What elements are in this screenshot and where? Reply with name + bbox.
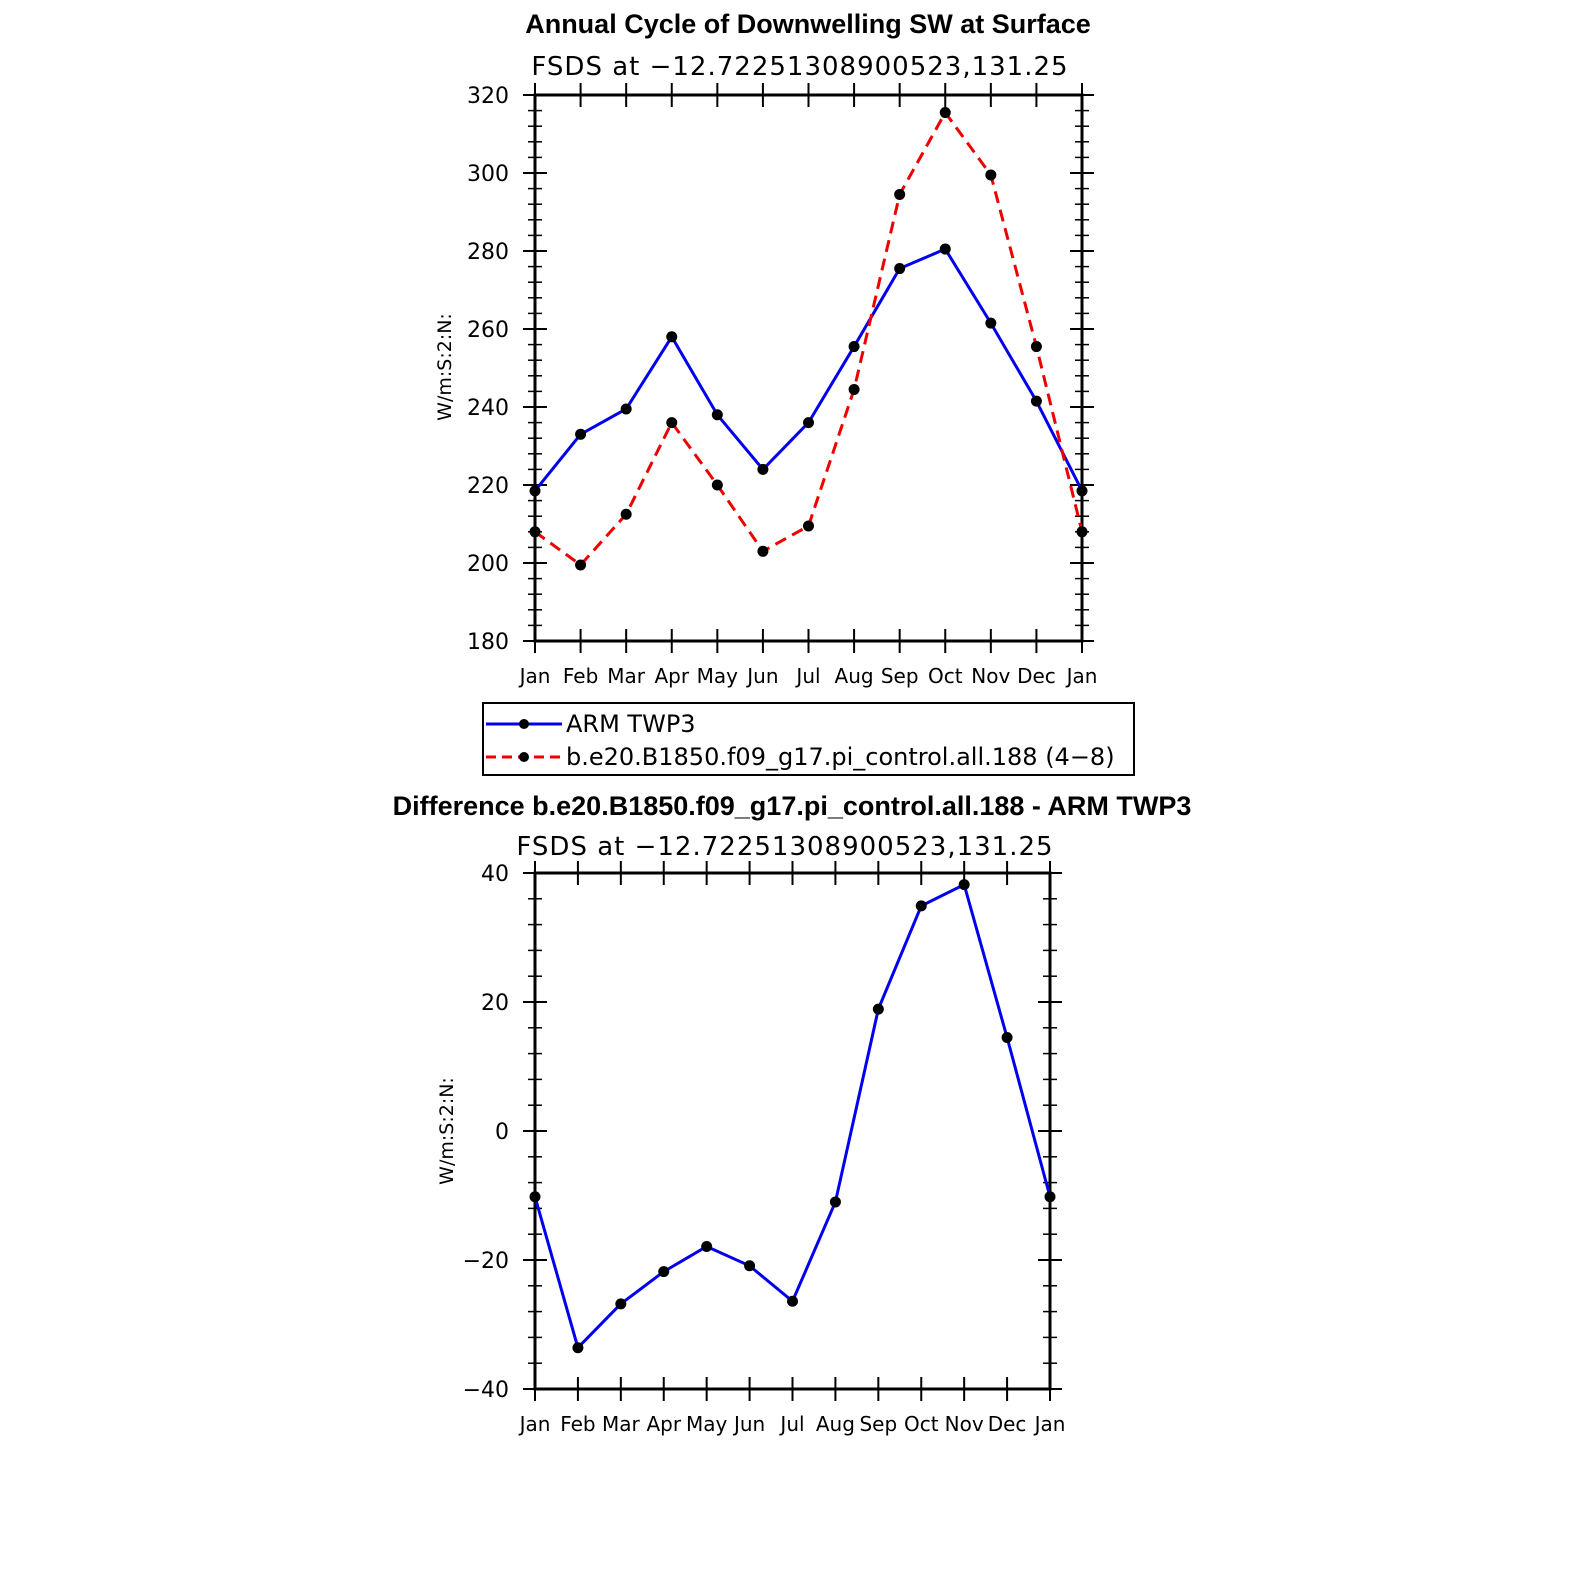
chart2-ytick-label: −40 xyxy=(463,1378,509,1403)
chart1-series-0-point xyxy=(757,463,769,475)
chart1-series-0-point xyxy=(939,243,951,255)
chart2-series-0-point xyxy=(787,1295,798,1307)
chart1-series-1-point xyxy=(711,479,723,491)
chart2-xtick-label: Oct xyxy=(904,1412,939,1436)
chart1-series-0-point xyxy=(711,409,723,421)
chart1-ytick-label: 240 xyxy=(467,396,509,421)
chart1-ytick-label: 220 xyxy=(467,474,509,499)
chart1-series-1-point xyxy=(803,520,814,532)
chart2-series-0-point xyxy=(1044,1191,1056,1203)
chart1-series-0-point xyxy=(985,317,997,329)
chart1-xtick-label: Mar xyxy=(607,664,646,688)
chart2-ytick-label: −20 xyxy=(463,1249,509,1274)
chart2-xtick-label: Apr xyxy=(646,1412,681,1436)
chart2-xtick-label: Jul xyxy=(778,1412,804,1436)
legend-marker-model xyxy=(519,752,529,762)
chart1-xtick-label: Nov xyxy=(971,664,1010,688)
legend: ARM TWP3 b.e20.B1850.f09_g17.pi_control.… xyxy=(482,702,1135,776)
chart1-series-1-point xyxy=(1076,526,1088,538)
chart1-xtick-label: Feb xyxy=(563,664,598,688)
chart2-ylabel: W/m:S:2:N: xyxy=(436,1077,458,1185)
chart2-series-0-line xyxy=(533,883,1052,1350)
chart1-series-1-point xyxy=(848,383,860,395)
chart2-xtick-label: Aug xyxy=(816,1412,855,1436)
chart1-series-1-point xyxy=(894,188,906,200)
chart2-xtick-label: Sep xyxy=(859,1412,897,1436)
chart1-series-1-point xyxy=(575,559,587,571)
chart1-series-0-point xyxy=(1076,485,1088,497)
chart1-frame xyxy=(533,93,1084,643)
chart2-subtitle: FSDS at −12.72251308900523,131.25 xyxy=(516,832,1053,862)
chart1-series-0-point xyxy=(848,341,860,353)
chart1-series-1-point xyxy=(985,169,997,181)
chart2-xtick-label: Nov xyxy=(945,1412,984,1436)
chart1-ytick-label: 300 xyxy=(467,162,509,187)
chart2-series-0-point xyxy=(658,1266,670,1278)
chart1-series-1-point xyxy=(529,526,541,538)
chart1-ytick-label: 260 xyxy=(467,318,509,343)
chart2-series-0-point xyxy=(529,1191,541,1203)
chart2-series-0-point xyxy=(872,1003,884,1015)
chart2-xtick-label: Mar xyxy=(602,1412,641,1436)
chart1-series-0-point xyxy=(666,331,678,343)
chart1-series-0-point xyxy=(575,428,587,440)
chart1-series-1-point xyxy=(666,417,678,429)
chart2-ytick-label: 20 xyxy=(481,991,509,1016)
chart2-series-0-point xyxy=(701,1240,713,1252)
chart1-series-0-point xyxy=(529,485,541,497)
chart1-ylabel: W/m:S:2:N: xyxy=(434,313,456,421)
chart2-series-0-point xyxy=(615,1298,627,1310)
chart2-xtick-label: Jun xyxy=(732,1412,765,1436)
legend-marker-arm xyxy=(519,719,529,729)
chart1-xtick-label: Aug xyxy=(835,664,874,688)
chart1-xtick-label: Jan xyxy=(1065,664,1098,688)
chart2-xtick-label: Feb xyxy=(560,1412,595,1436)
chart1-series-1-point xyxy=(939,107,951,119)
chart1-series-0-point xyxy=(620,403,632,415)
chart1-series-1-point xyxy=(1030,341,1042,353)
chart1-series-0-point xyxy=(1030,395,1042,407)
chart1-ytick-label: 180 xyxy=(467,630,509,655)
chart1-xtick-label: Oct xyxy=(928,664,963,688)
chart1-ytick-label: 280 xyxy=(467,240,509,265)
legend-box xyxy=(482,702,1135,776)
chart1-series-0-point xyxy=(803,417,814,429)
chart1-series-1-point xyxy=(757,545,769,557)
chart1-series-0-line xyxy=(533,247,1084,492)
chart2-title: Difference b.e20.B1850.f09_g17.pi_contro… xyxy=(393,791,1192,821)
chart1-xtick-label: Jan xyxy=(518,664,551,688)
chart1-subtitle: FSDS at −12.72251308900523,131.25 xyxy=(531,52,1068,82)
chart2-xtick-label: May xyxy=(686,1412,728,1436)
legend-label-arm: ARM TWP3 xyxy=(566,710,696,738)
chart1-title: Annual Cycle of Downwelling SW at Surfac… xyxy=(525,9,1091,39)
chart2-series-0-point xyxy=(1001,1031,1013,1043)
chart1-xtick-label: May xyxy=(697,664,739,688)
chart1-ytick-label: 320 xyxy=(467,84,509,109)
chart1-series-1-point xyxy=(620,508,632,520)
chart2-xtick-label: Dec xyxy=(988,1412,1027,1436)
chart1-xtick-label: Jul xyxy=(794,664,820,688)
legend-label-model: b.e20.B1850.f09_g17.pi_control.all.188 (… xyxy=(566,743,1115,771)
chart2-xtick-label: Jan xyxy=(1033,1412,1066,1436)
chart1-series-0-point xyxy=(894,263,906,275)
chart1-ytick-label: 200 xyxy=(467,552,509,577)
chart2-plot: −40 −20 0 20 40 Jan Feb Mar Apr May Jun Jul Aug Sep Oc… xyxy=(463,861,1066,1436)
chart2-xtick-label: Jan xyxy=(518,1412,551,1436)
chart2-ytick-label: 40 xyxy=(481,862,509,887)
chart1-xtick-label: Sep xyxy=(881,664,919,688)
chart1-xtick-label: Jun xyxy=(745,664,778,688)
chart2-series-0-point xyxy=(744,1260,756,1272)
chart2-ytick-label: 0 xyxy=(495,1120,509,1145)
chart2-series-0-point xyxy=(958,879,970,891)
chart2-series-0-point xyxy=(915,900,927,912)
chart1-xtick-label: Apr xyxy=(654,664,689,688)
chart2-series-0-point xyxy=(572,1342,584,1354)
chart1-xtick-label: Dec xyxy=(1017,664,1056,688)
chart2-series-0-point xyxy=(829,1196,841,1208)
